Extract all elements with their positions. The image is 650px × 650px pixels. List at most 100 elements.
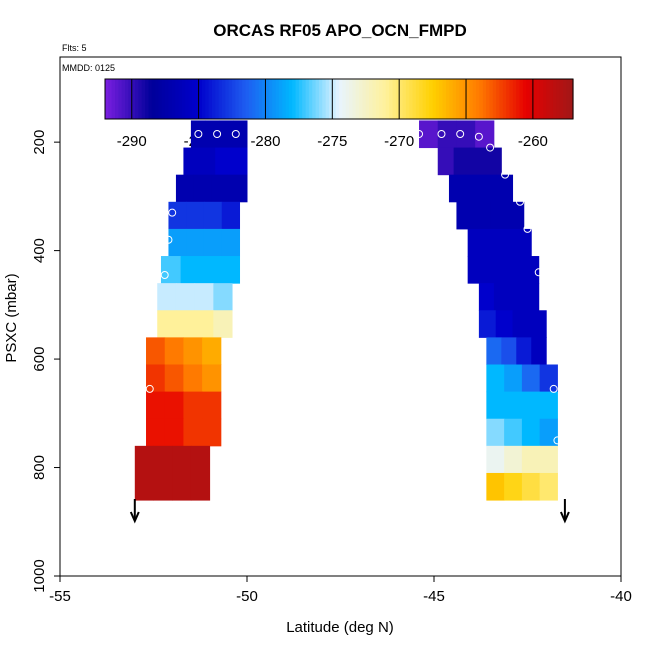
colorbar-swatch (342, 79, 347, 119)
colorbar: -290-285-280-275-270-265-260 (104, 78, 574, 150)
heatmap-cell (164, 391, 184, 420)
marker-point (194, 130, 203, 139)
colorbar-swatch (379, 79, 384, 119)
marker-point (145, 384, 154, 393)
colorbar-swatch (285, 79, 290, 119)
colorbar-swatch (429, 79, 434, 119)
mmdd-note: MMDD: 0125 (62, 63, 115, 73)
colorbar-swatch (425, 79, 430, 119)
colorbar-swatch (556, 79, 561, 119)
heatmap-cell (508, 283, 525, 311)
heatmap-cell (194, 283, 214, 311)
heatmap-cell (453, 147, 471, 176)
colorbar-swatch (205, 79, 210, 119)
heatmap-cell (202, 418, 222, 447)
heatmap-cell (204, 120, 220, 149)
colorbar-swatch (509, 79, 514, 119)
colorbar-swatch (466, 79, 470, 119)
heatmap-cell (202, 364, 222, 393)
marker-point (474, 132, 483, 141)
chart-title: ORCAS RF05 APO_OCN_FMPD (213, 21, 466, 40)
colorbar-frame (104, 78, 574, 120)
marker-point (168, 208, 177, 217)
colorbar-swatch (499, 79, 504, 119)
heatmap-cell (448, 174, 466, 203)
colorbar-swatch (476, 79, 480, 119)
heatmap-cell (175, 283, 196, 311)
heatmap-cell (213, 310, 233, 338)
colorbar-swatch (181, 79, 186, 119)
colorbar-swatch (118, 79, 123, 119)
colorbar-swatch (252, 79, 257, 119)
colorbar-swatch (502, 79, 507, 119)
heatmap-cell (539, 472, 558, 501)
marker-point (415, 130, 424, 139)
heatmap-cell (183, 337, 203, 365)
heatmap-cell (486, 445, 505, 474)
heatmap-cell (521, 445, 541, 474)
colorbar-swatch (519, 79, 524, 119)
colorbar-swatch (275, 79, 280, 119)
colorbar-swatch (422, 79, 427, 119)
colorbar-swatch (456, 79, 460, 119)
colorbar-swatch (419, 79, 424, 119)
descent-arrow (559, 499, 570, 524)
colorbar-swatch (549, 79, 554, 119)
heatmap-cell (499, 228, 516, 257)
colorbar-swatch (178, 79, 183, 119)
colorbar-swatch (165, 79, 170, 119)
colorbar-swatch (292, 79, 297, 119)
colorbar-swatch (369, 79, 374, 119)
heatmap-cell (419, 120, 439, 149)
heatmap-cell (480, 174, 498, 203)
heatmap-cell (437, 120, 457, 149)
heatmap-cell (501, 337, 517, 365)
colorbar-tick-label: -260 (518, 133, 548, 150)
colorbar-swatch (158, 79, 163, 119)
heatmap-cell (486, 418, 505, 447)
heatmap-cell (146, 364, 166, 393)
colorbar-tick-label: -270 (384, 133, 414, 150)
heatmap-cell (219, 256, 241, 284)
marker-point (164, 235, 173, 244)
heatmap-cell (146, 391, 166, 420)
colorbar-swatch (542, 79, 547, 119)
heatmap-cell (539, 391, 558, 420)
colorbar-tick-label: -280 (250, 133, 280, 150)
colorbar-swatch (302, 79, 307, 119)
colorbar-swatch (469, 79, 474, 119)
heatmap-cell (493, 283, 510, 311)
colorbar-swatch (312, 79, 317, 119)
heatmap-cell (515, 228, 532, 257)
colorbar-swatch (168, 79, 173, 119)
marker-point (553, 436, 562, 445)
heatmap-cell (496, 174, 514, 203)
colorbar-swatch (415, 79, 420, 119)
heatmap-cell (175, 174, 195, 203)
heatmap-cell (194, 310, 214, 338)
colorbar-swatch (262, 79, 267, 119)
heatmap-cell (464, 174, 482, 203)
heatmap-cell (504, 391, 523, 420)
colorbar-swatch (569, 79, 574, 119)
heatmap-cell (478, 283, 495, 311)
heatmap-cell (232, 120, 248, 149)
colorbar-swatch (349, 79, 353, 119)
colorbar-swatch (506, 79, 511, 119)
heatmap-cell (529, 310, 547, 338)
descent-arrow (129, 499, 140, 524)
heatmap-cell (469, 147, 486, 176)
marker-point (534, 268, 543, 277)
colorbar-swatch (138, 79, 143, 119)
colorbar-swatch (188, 79, 193, 119)
heatmap-cell (516, 337, 532, 365)
colorbar-swatch (529, 79, 534, 119)
colorbar-swatch (151, 79, 156, 119)
colorbar-swatch (335, 79, 340, 119)
colorbar-swatch (258, 79, 263, 119)
heatmap-cell (539, 364, 558, 393)
colorbar-swatch (238, 79, 243, 119)
colorbar-swatch (198, 79, 203, 119)
colorbar-swatch (295, 79, 300, 119)
